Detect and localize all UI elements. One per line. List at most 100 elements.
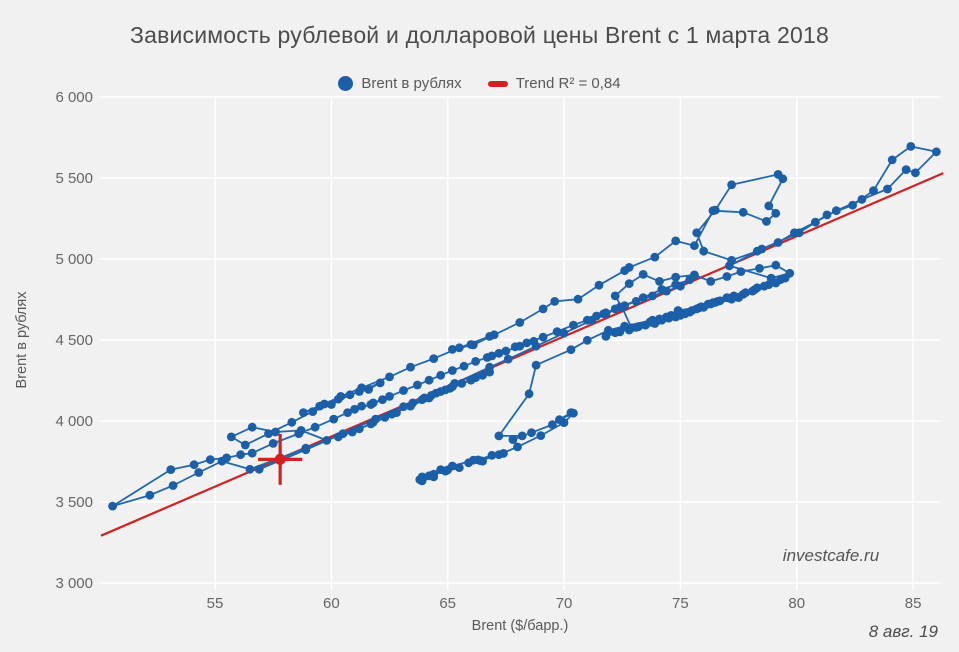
legend-label-trend: Trend R² = 0,84 bbox=[515, 75, 621, 92]
data-point bbox=[566, 408, 576, 417]
data-point bbox=[347, 427, 357, 437]
data-point bbox=[168, 481, 178, 490]
svg-text:4 000: 4 000 bbox=[55, 413, 93, 430]
data-point bbox=[464, 458, 473, 468]
data-point bbox=[436, 465, 446, 474]
data-point bbox=[145, 490, 155, 500]
series-path bbox=[111, 145, 938, 507]
data-point bbox=[345, 390, 355, 400]
data-point bbox=[811, 217, 820, 227]
data-point bbox=[750, 285, 760, 294]
data-point bbox=[368, 398, 378, 408]
data-point bbox=[771, 260, 781, 270]
data-point bbox=[887, 155, 897, 165]
data-point bbox=[471, 357, 480, 366]
data-point bbox=[457, 379, 467, 388]
data-point bbox=[601, 309, 611, 319]
current-point-cross bbox=[258, 433, 303, 485]
data-point bbox=[911, 168, 920, 178]
data-point bbox=[736, 267, 746, 276]
data-point bbox=[475, 456, 485, 466]
data-point bbox=[436, 387, 446, 396]
data-point bbox=[657, 285, 667, 294]
data-point bbox=[315, 401, 325, 411]
data-point bbox=[648, 291, 657, 301]
svg-text:65: 65 bbox=[439, 595, 456, 612]
y-axis-title: Brent в рублях bbox=[14, 291, 30, 389]
data-point bbox=[848, 200, 857, 210]
data-point bbox=[631, 297, 641, 306]
data-point bbox=[738, 207, 748, 217]
data-point bbox=[764, 201, 774, 211]
data-point bbox=[454, 463, 464, 473]
data-point bbox=[857, 195, 867, 204]
data-point bbox=[727, 180, 736, 190]
data-point bbox=[399, 402, 408, 412]
svg-text:80: 80 bbox=[788, 595, 805, 612]
svg-text:3 500: 3 500 bbox=[55, 494, 93, 511]
svg-text:3 000: 3 000 bbox=[55, 575, 93, 592]
svg-text:55: 55 bbox=[207, 595, 224, 612]
data-point bbox=[762, 217, 771, 226]
data-point bbox=[245, 464, 255, 474]
data-point bbox=[485, 332, 494, 341]
data-point bbox=[536, 431, 546, 440]
data-point bbox=[308, 407, 318, 416]
data-point bbox=[380, 413, 390, 422]
data-point bbox=[354, 387, 364, 396]
legend-label-brent: Brent в рублях bbox=[361, 75, 462, 92]
data-point bbox=[264, 429, 273, 438]
data-point bbox=[436, 370, 446, 380]
data-point bbox=[494, 450, 504, 460]
data-point bbox=[690, 241, 699, 251]
legend-item-brent: Brent в рублях bbox=[338, 75, 462, 92]
data-point bbox=[555, 415, 564, 425]
data-point bbox=[738, 289, 748, 299]
data-point bbox=[680, 309, 690, 319]
date-note: 8 авг. 19 bbox=[868, 622, 938, 641]
legend-item-trend: Trend R² = 0,84 bbox=[487, 75, 621, 92]
data-point bbox=[478, 370, 487, 380]
data-point bbox=[508, 435, 518, 444]
data-point bbox=[648, 318, 657, 327]
data-point bbox=[301, 445, 311, 455]
data-point bbox=[322, 436, 332, 445]
data-point bbox=[550, 297, 560, 306]
svg-text:60: 60 bbox=[323, 595, 340, 612]
data-point bbox=[513, 442, 522, 452]
data-point bbox=[194, 468, 204, 477]
data-point bbox=[671, 236, 681, 246]
data-point bbox=[790, 228, 799, 238]
data-point bbox=[655, 277, 664, 286]
scatter-series bbox=[108, 142, 941, 511]
trend-line bbox=[100, 172, 944, 537]
data-point bbox=[587, 315, 597, 325]
data-point bbox=[620, 301, 629, 311]
data-point bbox=[687, 306, 697, 315]
tick-labels: 3 000 3 500 4 000 4 500 5 000 5 500 6 000 55 60 6… bbox=[55, 89, 921, 612]
data-point bbox=[448, 382, 457, 392]
data-point bbox=[706, 277, 716, 286]
data-point bbox=[566, 345, 576, 355]
data-point bbox=[420, 393, 429, 403]
data-point bbox=[906, 142, 916, 151]
data-point bbox=[766, 273, 776, 283]
data-point bbox=[357, 401, 366, 411]
data-point bbox=[485, 367, 494, 377]
data-point bbox=[727, 255, 736, 265]
data-point bbox=[354, 424, 364, 434]
data-point bbox=[385, 392, 394, 401]
svg-text:4 500: 4 500 bbox=[55, 332, 93, 349]
data-point bbox=[685, 275, 695, 285]
data-point bbox=[494, 348, 504, 358]
data-point bbox=[822, 210, 832, 220]
svg-text:6 000: 6 000 bbox=[55, 89, 93, 106]
data-point bbox=[327, 400, 336, 409]
data-point bbox=[387, 409, 397, 419]
data-point bbox=[785, 268, 795, 278]
data-point bbox=[413, 380, 422, 390]
data-point bbox=[375, 378, 385, 388]
data-point bbox=[671, 272, 681, 282]
data-point bbox=[708, 206, 718, 216]
